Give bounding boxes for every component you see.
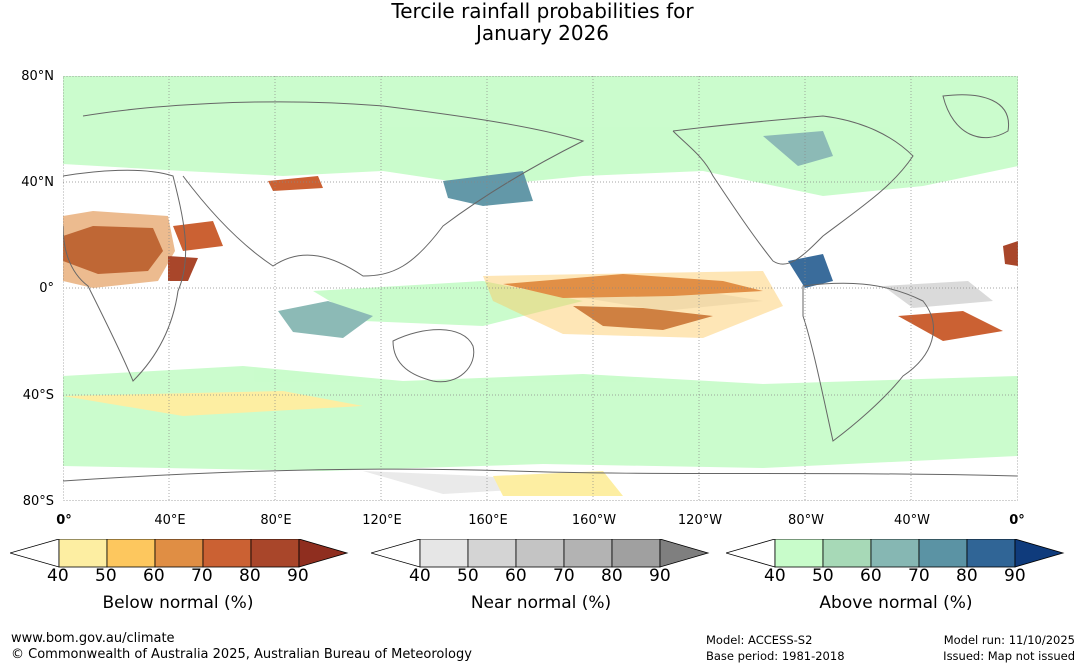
above-swatch-6: [1014, 539, 1065, 568]
coastline-africa: [63, 169, 187, 382]
above-normal-regions: [63, 76, 1018, 471]
near-swatch-6: [659, 539, 710, 568]
above-normal-label: Above normal (%): [819, 593, 973, 613]
below-swatch-5: [250, 539, 300, 568]
above-region-indian-ocean: [278, 301, 373, 338]
above-region-central-america: [788, 254, 833, 288]
lon-label-80w: 80°W: [788, 513, 824, 528]
near-tick-80: 80: [601, 566, 623, 586]
footer-base-period: Base period: 1981-2018: [706, 649, 845, 663]
above-swatch-2: [822, 539, 872, 568]
near-swatch-5: [611, 539, 661, 568]
above-swatch-3: [870, 539, 920, 568]
lat-label-40n: 40°N: [21, 175, 54, 190]
lon-label-160e: 160°E: [468, 513, 508, 528]
map-title-line1: Tercile rainfall probabilities for: [391, 0, 694, 23]
below-region-west-atlantic: [1003, 241, 1018, 266]
lat-label-40s: 40°S: [22, 388, 54, 403]
above-swatch-0: [726, 539, 776, 568]
near-swatch-2: [467, 539, 517, 568]
lat-label-0: 0°: [39, 281, 54, 296]
below-region-east-africa: [168, 256, 198, 281]
above-tick-80: 80: [956, 566, 978, 586]
below-swatch-6: [298, 539, 349, 568]
lon-label-120w: 120°W: [677, 513, 723, 528]
lon-label-40e: 40°E: [154, 513, 186, 528]
above-swatch-4: [918, 539, 968, 568]
lon-label-0-right: 0°: [1009, 513, 1025, 528]
below-region-southern-indian: [63, 391, 363, 416]
map-title-line2: January 2026: [475, 21, 610, 45]
coastline-greenland: [942, 94, 1010, 139]
coastline-antarctica: [63, 468, 1018, 482]
near-swatch-0: [371, 539, 421, 568]
lon-label-0-left: 0°: [56, 513, 72, 528]
near-tick-60: 60: [505, 566, 527, 586]
lon-label-80e: 80°E: [260, 513, 292, 528]
below-tick-40: 40: [47, 566, 69, 586]
below-region-north-africa-fringe: [63, 211, 175, 288]
lat-label-80s: 80°S: [22, 494, 54, 509]
below-region-asia: [268, 176, 323, 191]
above-tick-50: 50: [812, 566, 834, 586]
above-tick-40: 40: [764, 566, 786, 586]
below-region-brazil: [898, 311, 1003, 341]
colorbar-below-normal: [10, 539, 349, 568]
footer-model-run: Model run: 11/10/2025: [943, 633, 1075, 647]
graticule: [63, 76, 1018, 501]
coastline-north-america: [672, 115, 914, 265]
near-normal-label: Near normal (%): [470, 593, 612, 613]
near-tick-70: 70: [553, 566, 575, 586]
above-region-north-pacific: [443, 171, 533, 206]
above-region-tropics: [313, 281, 583, 326]
below-region-central-pacific: [503, 274, 763, 298]
above-swatch-5: [966, 539, 1016, 568]
below-swatch-2: [106, 539, 156, 568]
near-tick-50: 50: [457, 566, 479, 586]
footer-copyright: © Commonwealth of Australia 2025, Austra…: [11, 647, 472, 662]
near-swatch-1: [419, 539, 469, 568]
lon-label-120e: 120°E: [362, 513, 402, 528]
above-region-north-america: [763, 131, 833, 166]
near-swatch-3: [515, 539, 565, 568]
footer-website-link[interactable]: www.bom.gov.au/climate: [11, 631, 175, 646]
below-normal-label: Below normal (%): [102, 593, 254, 613]
rainfall-probability-map: [63, 76, 1018, 501]
below-swatch-0: [10, 539, 60, 568]
coastline-eurasia: [82, 101, 585, 277]
below-tick-70: 70: [191, 566, 213, 586]
colorbar-near-normal: [371, 539, 710, 568]
below-tick-80: 80: [239, 566, 261, 586]
below-tick-90: 90: [287, 566, 309, 586]
map-border: [63, 76, 1018, 501]
colorbar-above-normal: [726, 539, 1065, 568]
above-tick-60: 60: [860, 566, 882, 586]
below-swatch-4: [202, 539, 252, 568]
below-region-south-pacific: [573, 306, 713, 330]
lat-label-80n: 80°N: [21, 69, 54, 84]
below-region-antarctic: [493, 471, 623, 496]
below-swatch-1: [58, 539, 108, 568]
above-swatch-1: [774, 539, 824, 568]
below-tick-50: 50: [95, 566, 117, 586]
near-swatch-4: [563, 539, 613, 568]
above-region-northern: [63, 76, 1018, 196]
lon-label-40w: 40°W: [894, 513, 930, 528]
coastline-south-america: [802, 282, 934, 442]
above-region-southern: [63, 366, 1018, 471]
coastline-australia: [392, 329, 475, 383]
lon-label-160w: 160°W: [571, 513, 617, 528]
near-region-atlantic: [883, 281, 993, 308]
below-tick-60: 60: [143, 566, 165, 586]
footer-model: Model: ACCESS-S2: [706, 633, 813, 647]
near-tick-90: 90: [649, 566, 671, 586]
near-tick-40: 40: [409, 566, 431, 586]
above-tick-70: 70: [908, 566, 930, 586]
footer-issued: Issued: Map not issued: [943, 649, 1075, 663]
below-swatch-3: [154, 539, 204, 568]
above-tick-90: 90: [1004, 566, 1026, 586]
coastlines: [63, 94, 1018, 482]
